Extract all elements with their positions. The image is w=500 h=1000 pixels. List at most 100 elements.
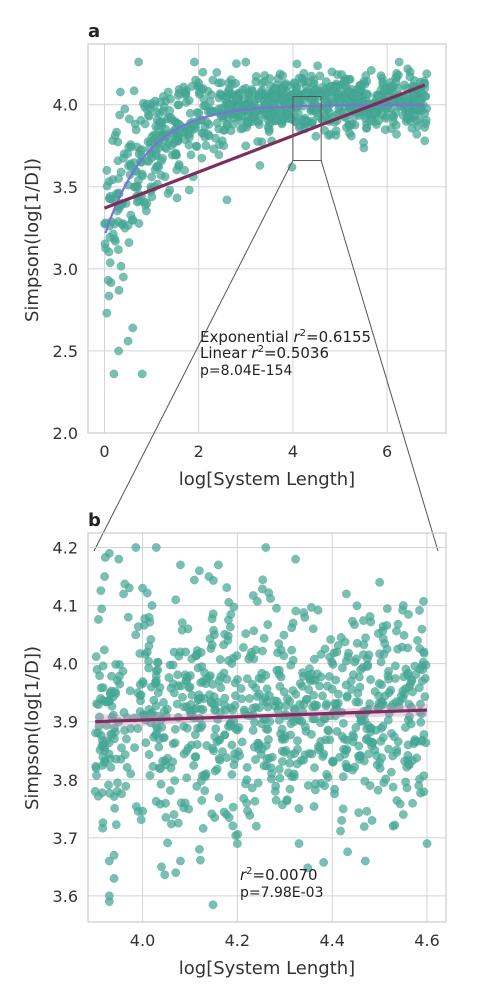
- panel-b-point: [279, 687, 289, 697]
- panel-a-point: [353, 92, 362, 102]
- panel-b-point: [403, 740, 413, 750]
- panel-b-point: [383, 671, 393, 681]
- panel-a-point: [302, 116, 312, 126]
- panel-a-point: [203, 129, 213, 139]
- panel-b-point: [124, 583, 134, 593]
- panel-a-point: [181, 97, 191, 107]
- panel-b-point: [97, 604, 107, 614]
- panel-b-point: [307, 669, 316, 679]
- panel-a-point: [118, 153, 128, 163]
- panel-b-point: [294, 804, 304, 813]
- panel-b-point: [171, 868, 181, 878]
- panel-b-point: [249, 626, 259, 636]
- panel-b-point: [232, 839, 242, 849]
- panel-b-point: [106, 762, 116, 772]
- panel-a-exponential-r2-annotation: Exponential r2=0.6155: [200, 328, 371, 346]
- panel-b-point: [131, 543, 141, 552]
- panel-a: a 0 2 4 6 2.0 2.5 3.0 3.5 4.0 log[System Length…: [22, 21, 447, 490]
- panel-b-point: [351, 697, 361, 707]
- panel-b-point: [294, 839, 304, 849]
- panel-b-point: [182, 672, 192, 682]
- panel-b-point: [120, 750, 130, 760]
- panel-b-point: [210, 766, 220, 776]
- panel-b-point: [239, 793, 249, 803]
- panel-a-point: [391, 73, 401, 83]
- panel-b-point: [226, 721, 235, 731]
- panel-a-point: [292, 59, 302, 69]
- panel-a-point: [278, 71, 288, 81]
- panel-b-point: [243, 806, 252, 816]
- panel-a-point: [372, 90, 381, 100]
- panel-b-point: [365, 737, 375, 747]
- panel-a-point: [253, 137, 263, 147]
- panel-b-point: [315, 681, 325, 691]
- panel-b-point: [214, 793, 224, 803]
- panel-b-point: [398, 601, 408, 611]
- panel-b-point: [164, 673, 174, 682]
- panel-b-point: [237, 737, 247, 747]
- panel-b-point: [371, 725, 381, 735]
- panel-a-point: [149, 101, 159, 111]
- panel-a-point: [271, 84, 281, 94]
- panel-b-point: [339, 734, 349, 744]
- panel-a-point: [172, 165, 182, 175]
- panel-b-point: [185, 706, 195, 716]
- panel-a-point: [100, 239, 110, 249]
- panel-b-y-axis-label: Simpson(log[1/D]): [22, 646, 43, 810]
- panel-b-point: [151, 679, 161, 689]
- panel-b-point: [351, 723, 361, 732]
- panel-b-point: [376, 657, 386, 667]
- panel-b-point: [401, 777, 411, 787]
- panel-b-point: [231, 691, 240, 701]
- panel-b-point: [189, 575, 199, 585]
- panel-b-point: [275, 773, 285, 783]
- panel-b-point: [173, 818, 183, 828]
- panel-a-point: [241, 57, 251, 67]
- panel-b-point: [392, 745, 402, 755]
- panel-b-point: [170, 776, 180, 786]
- panel-b-point: [138, 806, 148, 816]
- panel-b-point: [114, 554, 124, 564]
- panel-b-point: [227, 770, 237, 780]
- panel-b-point: [378, 621, 388, 631]
- panel-b-point: [176, 856, 185, 866]
- panel-a-point: [153, 123, 163, 133]
- panel-a-point: [142, 105, 152, 115]
- panel-a-point: [413, 121, 423, 131]
- panel-a-point: [231, 59, 241, 69]
- panel-b-point: [180, 798, 190, 808]
- panel-b-point: [343, 847, 353, 857]
- panel-a-point: [346, 131, 356, 141]
- panel-a-point: [391, 108, 401, 118]
- panel-b-point: [355, 682, 365, 692]
- exp-value: =0.6155: [306, 328, 371, 346]
- panel-a-point: [198, 67, 208, 77]
- lin-value: =0.5036: [264, 344, 329, 362]
- panel-b-point: [169, 810, 179, 820]
- exp-prefix: Exponential: [200, 328, 293, 346]
- panel-a-point: [142, 198, 152, 208]
- panel-b-point: [330, 699, 340, 708]
- panel-a-point: [180, 165, 190, 175]
- a-y-tick-label: 2.0: [53, 424, 78, 443]
- panel-a-point: [137, 169, 147, 179]
- panel-a-point: [253, 94, 263, 104]
- panel-b-point: [344, 648, 354, 658]
- panel-b-point: [110, 803, 120, 813]
- panel-a-point: [126, 142, 136, 152]
- panel-a-letter: a: [88, 21, 100, 42]
- panel-b-point: [354, 808, 364, 818]
- panel-b-point: [367, 816, 377, 825]
- panel-a-point: [186, 150, 196, 160]
- panel-b-point: [252, 596, 262, 606]
- panel-b-point: [276, 645, 286, 655]
- panel-b-point: [145, 771, 155, 780]
- panel-a-point: [326, 129, 336, 139]
- panel-b-point: [236, 684, 246, 694]
- panel-a-y-tick-labels: 2.0 2.5 3.0 3.5 4.0: [53, 96, 78, 443]
- panel-b-point: [335, 752, 345, 762]
- panel-b-point: [272, 603, 281, 613]
- panel-b-point: [220, 693, 230, 703]
- panel-a-point: [327, 67, 337, 77]
- panel-b-point: [92, 771, 101, 780]
